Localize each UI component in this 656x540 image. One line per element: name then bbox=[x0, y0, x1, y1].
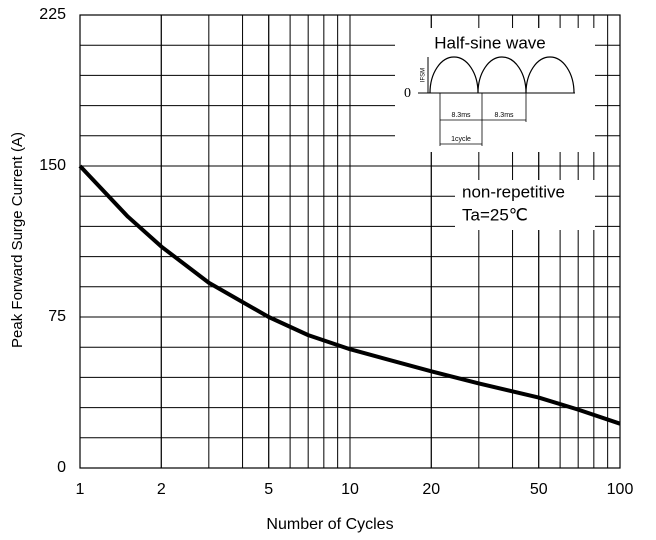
inset-title: Half-sine wave bbox=[434, 33, 546, 52]
x-tick-label: 100 bbox=[607, 481, 634, 498]
data bbox=[78, 164, 621, 426]
period-label: 8.3ms bbox=[494, 112, 514, 119]
condition-label: non-repetitive bbox=[462, 182, 565, 201]
y-axis-label: Peak Forward Surge Current (A) bbox=[9, 132, 26, 348]
x-tick-label: 1 bbox=[76, 481, 85, 498]
x-tick-label: 20 bbox=[422, 481, 440, 498]
x-tick-label: 50 bbox=[530, 481, 548, 498]
conditions-box bbox=[455, 180, 595, 230]
x-axis-label: Number of Cycles bbox=[266, 516, 393, 533]
cycle-label: 1cycle bbox=[451, 136, 471, 143]
x-tick-label: 2 bbox=[157, 481, 166, 498]
conditions: non-repetitive Ta=25℃ bbox=[455, 180, 595, 230]
y-tick-label: 0 bbox=[57, 459, 66, 476]
half-sine bbox=[429, 56, 575, 94]
zero-label: 0 bbox=[404, 86, 411, 101]
data-line bbox=[78, 164, 621, 426]
x-tick-label: 10 bbox=[341, 481, 359, 498]
y-tick-label: 225 bbox=[39, 6, 66, 23]
inset: Half-sine wave 0 IFSM 8.3ms 8.3ms 1cycle bbox=[395, 28, 595, 152]
y-tick-label: 75 bbox=[48, 308, 66, 325]
ifsm-label: IFSM bbox=[421, 68, 427, 82]
y-tick-label: 150 bbox=[39, 157, 66, 174]
condition-label: Ta=25℃ bbox=[462, 205, 528, 224]
period-label: 8.3ms bbox=[451, 112, 471, 119]
x-tick-label: 5 bbox=[264, 481, 273, 498]
